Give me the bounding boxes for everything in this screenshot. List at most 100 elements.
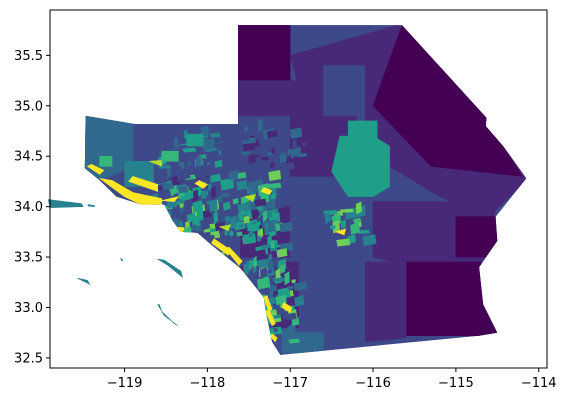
axes-frame <box>49 9 548 369</box>
map-regions <box>47 25 527 355</box>
region-santaclarita-33 <box>209 132 221 139</box>
region-sd-8 <box>268 284 277 293</box>
region-oc-yellow-2 <box>225 246 243 266</box>
region-la-147 <box>180 195 186 200</box>
region-la-142 <box>163 232 176 237</box>
region-la-33 <box>210 174 221 183</box>
region-oc-33 <box>257 235 262 243</box>
region-palmsprings-18 <box>324 211 331 225</box>
region-la-148 <box>182 173 191 180</box>
region-la-15 <box>268 169 282 182</box>
region-sd-58 <box>286 312 297 321</box>
region-sd-23 <box>284 271 290 286</box>
region-victorville-16 <box>302 142 307 147</box>
region-coast-yellow-1 <box>99 178 163 205</box>
region-palmsprings-11 <box>336 238 351 247</box>
region-la-87 <box>221 211 232 217</box>
region-sd-54 <box>287 285 294 290</box>
region-oc-42 <box>212 269 226 275</box>
region-santaclarita-36 <box>195 155 202 167</box>
x-axis: −119 −118 −117 −116 −115 −114 <box>107 368 557 391</box>
region-santaclarita-10 <box>214 159 223 168</box>
island-san-clemente <box>157 304 178 326</box>
region-la-84 <box>267 182 282 189</box>
region-sd-56 <box>287 324 293 337</box>
x-tick-label: −117 <box>272 376 308 391</box>
region-victorville-24 <box>248 153 257 164</box>
region-victorville-21 <box>299 152 308 158</box>
region-northeast <box>372 25 523 177</box>
region-north-mid <box>237 80 324 117</box>
region-la-126 <box>192 200 204 213</box>
x-tick-label: −119 <box>107 376 143 391</box>
region-sd-31 <box>272 257 278 269</box>
region-oc-50 <box>262 209 268 223</box>
y-tick-label: 33.0 <box>14 301 43 316</box>
region-sd-41 <box>253 255 257 269</box>
y-tick-label: 34.5 <box>14 150 43 165</box>
region-la-111 <box>210 185 216 200</box>
region-victorville-34 <box>266 129 278 139</box>
region-oc-14 <box>206 265 213 277</box>
region-santaclarita-22 <box>174 168 186 175</box>
y-tick-label: 34.0 <box>14 200 43 215</box>
region-la-156 <box>228 170 234 181</box>
region-oc-8 <box>204 255 210 265</box>
region-palmsprings-14 <box>329 225 336 230</box>
region-green-north <box>186 133 204 147</box>
region-oc-45 <box>198 239 206 249</box>
island-anacapa <box>87 204 95 207</box>
region-victorville-33 <box>292 138 297 150</box>
region-sd-10 <box>291 279 296 284</box>
region-palmsprings-17 <box>355 201 362 215</box>
region-la-91 <box>160 217 165 230</box>
region-la-58 <box>159 215 167 229</box>
region-la-30 <box>158 226 165 234</box>
region-la-56 <box>217 195 223 204</box>
region-victorville-4 <box>271 147 275 154</box>
region-oc-69 <box>238 223 244 229</box>
region-palmsprings-15 <box>340 219 347 229</box>
region-palmsprings-12 <box>362 234 377 247</box>
region-sd-55 <box>259 267 268 278</box>
region-oc-60 <box>224 215 231 223</box>
x-tick-label: −115 <box>438 376 474 391</box>
region-yg-4 <box>334 228 347 236</box>
region-oc-40 <box>276 248 288 258</box>
region-oc-44 <box>208 253 221 267</box>
region-oc-32 <box>238 264 244 278</box>
region-oc-54 <box>248 222 260 233</box>
region-oc-19 <box>205 242 210 253</box>
region-sd-42 <box>258 326 268 332</box>
region-la-146 <box>232 198 239 205</box>
region-sd-32 <box>291 317 300 327</box>
x-tick-label: −118 <box>190 376 226 391</box>
region-north-block <box>237 25 291 81</box>
region-oc-36 <box>208 261 215 267</box>
region-la-153 <box>191 216 200 226</box>
region-la-140 <box>209 199 218 213</box>
region-la-128 <box>200 220 211 231</box>
region-victorville-20 <box>275 141 282 153</box>
region-santaclarita-39 <box>160 142 175 150</box>
x-tick-label: −114 <box>521 376 557 391</box>
region-la-97 <box>150 220 158 230</box>
region-victorville-9 <box>289 127 303 140</box>
region-la-108 <box>190 225 202 231</box>
region-victorville-19 <box>260 156 269 161</box>
region-la-112 <box>179 203 184 209</box>
region-la-89 <box>270 193 277 200</box>
region-coast-yellow-2 <box>128 176 158 192</box>
island-santa-cruz <box>47 199 84 209</box>
region-oc-65 <box>204 260 218 275</box>
region-la-144 <box>184 191 194 200</box>
y-axis: 32.5 33.0 33.5 34.0 34.5 35.0 35.5 <box>14 49 50 366</box>
region-la-105 <box>246 168 252 178</box>
region-oc-64 <box>248 230 254 238</box>
region-yg-3 <box>218 224 232 232</box>
y-tick-label: 33.5 <box>14 251 43 266</box>
region-oc-26 <box>209 256 219 263</box>
region-victorville-32 <box>256 160 267 165</box>
region-oc-49 <box>243 215 250 224</box>
region-la-139 <box>201 191 208 200</box>
